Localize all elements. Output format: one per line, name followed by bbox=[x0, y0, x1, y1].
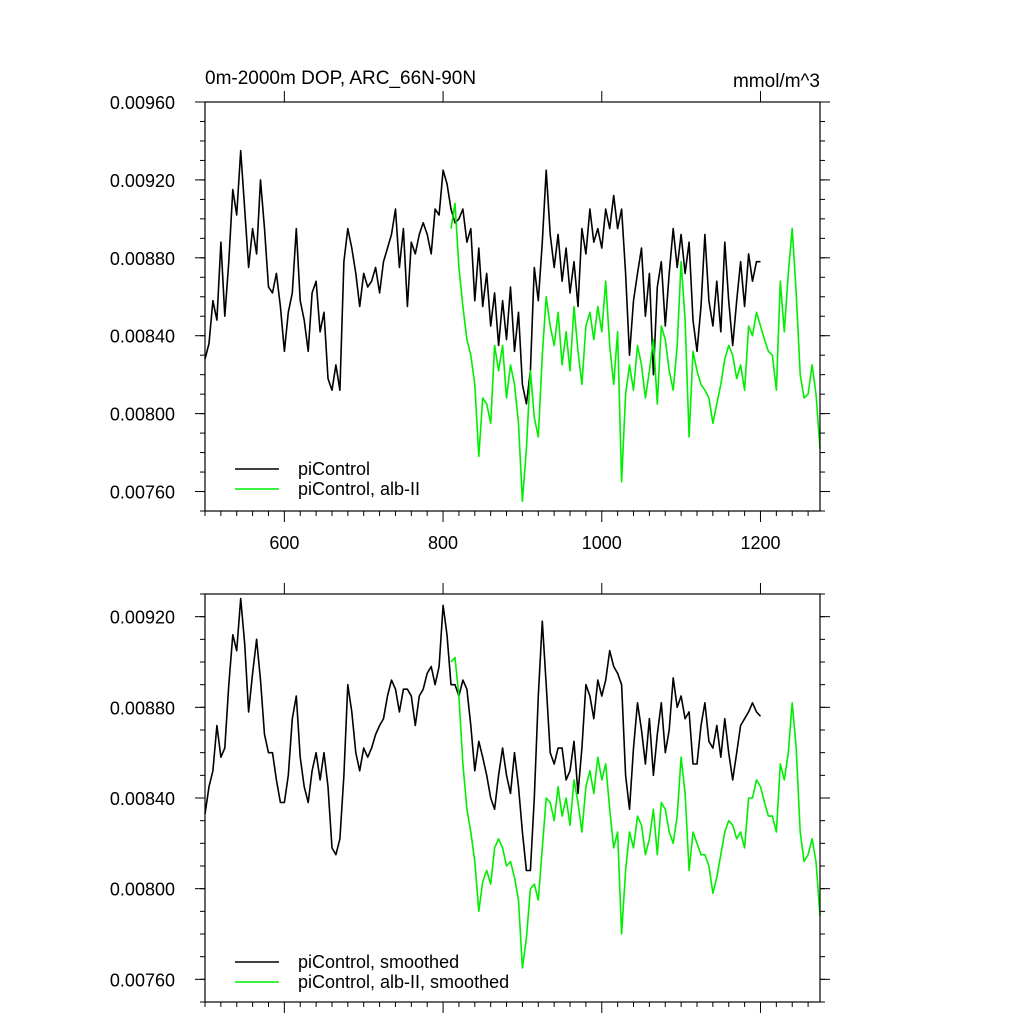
bottom-panel: 0.00760 0.00800 0.00840 0.00880 0.00920 piCo… bbox=[110, 583, 830, 1013]
legend-label-picontrol-smoothed: piControl, smoothed bbox=[298, 952, 459, 972]
y-tick-label: 0.00800 bbox=[110, 880, 175, 900]
chart-title: 0m-2000m DOP, ARC_66N-90N bbox=[205, 68, 476, 89]
legend: piControl, smoothed piControl, alb-II, s… bbox=[235, 952, 509, 992]
x-tick-label: 600 bbox=[269, 533, 299, 553]
x-tick-label: 1200 bbox=[740, 533, 780, 553]
plot-frame bbox=[204, 593, 821, 1003]
series-line-picontrol-alb-ii-smoothed bbox=[450, 656, 821, 969]
y-tick-label: 0.00840 bbox=[110, 789, 175, 809]
top-panel: 0m-2000m DOP, ARC_66N-90N mmol/m^3 600 80… bbox=[110, 68, 830, 553]
y-tick-label: 0.00960 bbox=[110, 93, 175, 113]
y-tick-label: 0.00760 bbox=[110, 483, 175, 503]
y-tick-label: 0.00880 bbox=[110, 698, 175, 718]
legend-label-picontrol-alb-ii-smoothed: piControl, alb-II, smoothed bbox=[298, 972, 509, 992]
series-lines bbox=[204, 597, 821, 969]
series-lines bbox=[204, 149, 821, 503]
y-tick-label: 0.00760 bbox=[110, 970, 175, 990]
y-tick-label: 0.00920 bbox=[110, 171, 175, 191]
x-tick-label: 800 bbox=[428, 533, 458, 553]
axis-ticks bbox=[195, 91, 830, 522]
y-tick-label: 0.00840 bbox=[110, 327, 175, 347]
y-tick-label: 0.00800 bbox=[110, 405, 175, 425]
y-tick-label: 0.00880 bbox=[110, 249, 175, 269]
axis-tick-labels: 0.00760 0.00800 0.00840 0.00880 0.00920 bbox=[110, 608, 175, 991]
plot-frame bbox=[204, 101, 821, 512]
legend: piControl piControl, alb-II bbox=[235, 459, 420, 499]
units-label: mmol/m^3 bbox=[733, 71, 820, 92]
y-tick-label: 0.00920 bbox=[110, 608, 175, 628]
axis-ticks bbox=[195, 583, 830, 1013]
series-line-picontrol-smoothed bbox=[204, 597, 762, 872]
series-line-picontrol-alb-ii bbox=[450, 202, 821, 503]
x-tick-label: 1000 bbox=[582, 533, 622, 553]
series-line-picontrol bbox=[204, 149, 761, 405]
legend-label-picontrol: piControl bbox=[298, 459, 370, 479]
legend-label-picontrol-alb-ii: piControl, alb-II bbox=[298, 479, 420, 499]
axis-tick-labels: 600 800 1000 1200 0.00760 0.00800 0.00840 0.008… bbox=[110, 93, 781, 553]
